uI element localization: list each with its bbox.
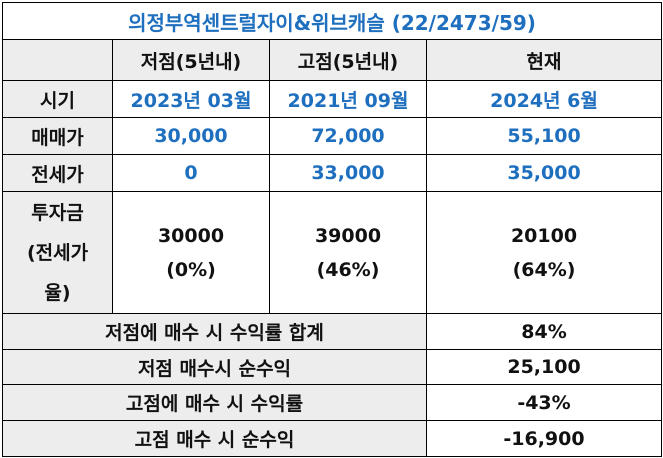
summary-label-low-return: 저점에 매수 시 수익률 합계 (2, 313, 427, 350)
summary-value-high-profit: -16,900 (425, 420, 663, 457)
invest-label: 투자금 (전세가 율) (2, 191, 113, 314)
summary-label-high-profit: 고점 매수 시 순수익 (2, 420, 427, 457)
summary-row: 저점에 매수 시 수익률 합계 84% (2, 313, 663, 350)
invest-row: 투자금 (전세가 율) 30000 (0%) 39000 (46%) 20100… (2, 191, 663, 314)
jeonse-row: 전세가 0 33,000 35,000 (2, 154, 663, 192)
header-corner (2, 39, 113, 81)
invest-current: 20100 (64%) (425, 191, 663, 314)
summary-row: 고점에 매수 시 수익률 -43% (2, 384, 663, 421)
invest-low-amount: 30000 (157, 224, 225, 247)
price-current: 55,100 (425, 117, 663, 155)
invest-label-line-1: 투자금 (31, 201, 84, 224)
jeonse-label: 전세가 (2, 154, 113, 192)
summary-label-low-profit: 저점 매수시 순수익 (2, 349, 427, 385)
invest-high-ratio: (46%) (316, 258, 380, 281)
period-row: 시기 2023년 03월 2021년 09월 2024년 6월 (2, 80, 663, 118)
invest-high-amount: 39000 (314, 224, 382, 247)
invest-current-amount: 20100 (510, 224, 578, 247)
jeonse-current: 35,000 (425, 154, 663, 192)
period-current: 2024년 6월 (425, 80, 663, 118)
invest-current-ratio: (64%) (512, 258, 576, 281)
title-row: 의정부역센트럴자이&위브캐슬 (22/2473/59) (1, 2, 663, 40)
price-row: 매매가 30,000 72,000 55,100 (2, 117, 663, 155)
price-low: 30,000 (112, 117, 270, 155)
summary-label-high-return: 고점에 매수 시 수익률 (2, 384, 427, 421)
price-label: 매매가 (2, 117, 113, 155)
header-row: 저점(5년내) 고점(5년내) 현재 (2, 39, 663, 81)
invest-high: 39000 (46%) (269, 191, 427, 314)
jeonse-high: 33,000 (269, 154, 427, 192)
invest-low: 30000 (0%) (112, 191, 270, 314)
period-low: 2023년 03월 (112, 80, 270, 118)
invest-label-line-3: 율) (44, 281, 71, 304)
invest-label-line-2: (전세가 (26, 241, 89, 264)
summary-row: 저점 매수시 순수익 25,100 (2, 349, 663, 385)
summary-value-low-profit: 25,100 (425, 349, 663, 385)
summary-value-high-return: -43% (425, 384, 663, 421)
summary-row: 고점 매수 시 순수익 -16,900 (2, 420, 663, 457)
summary-value-low-return: 84% (425, 313, 663, 350)
table-title: 의정부역센트럴자이&위브캐슬 (22/2473/59) (1, 2, 663, 40)
header-current: 현재 (425, 39, 663, 81)
price-high: 72,000 (269, 117, 427, 155)
period-high: 2021년 09월 (269, 80, 427, 118)
invest-low-ratio: (0%) (166, 258, 216, 281)
header-low: 저점(5년내) (112, 39, 270, 81)
jeonse-low: 0 (112, 154, 270, 192)
header-high: 고점(5년내) (269, 39, 427, 81)
period-label: 시기 (2, 80, 113, 118)
